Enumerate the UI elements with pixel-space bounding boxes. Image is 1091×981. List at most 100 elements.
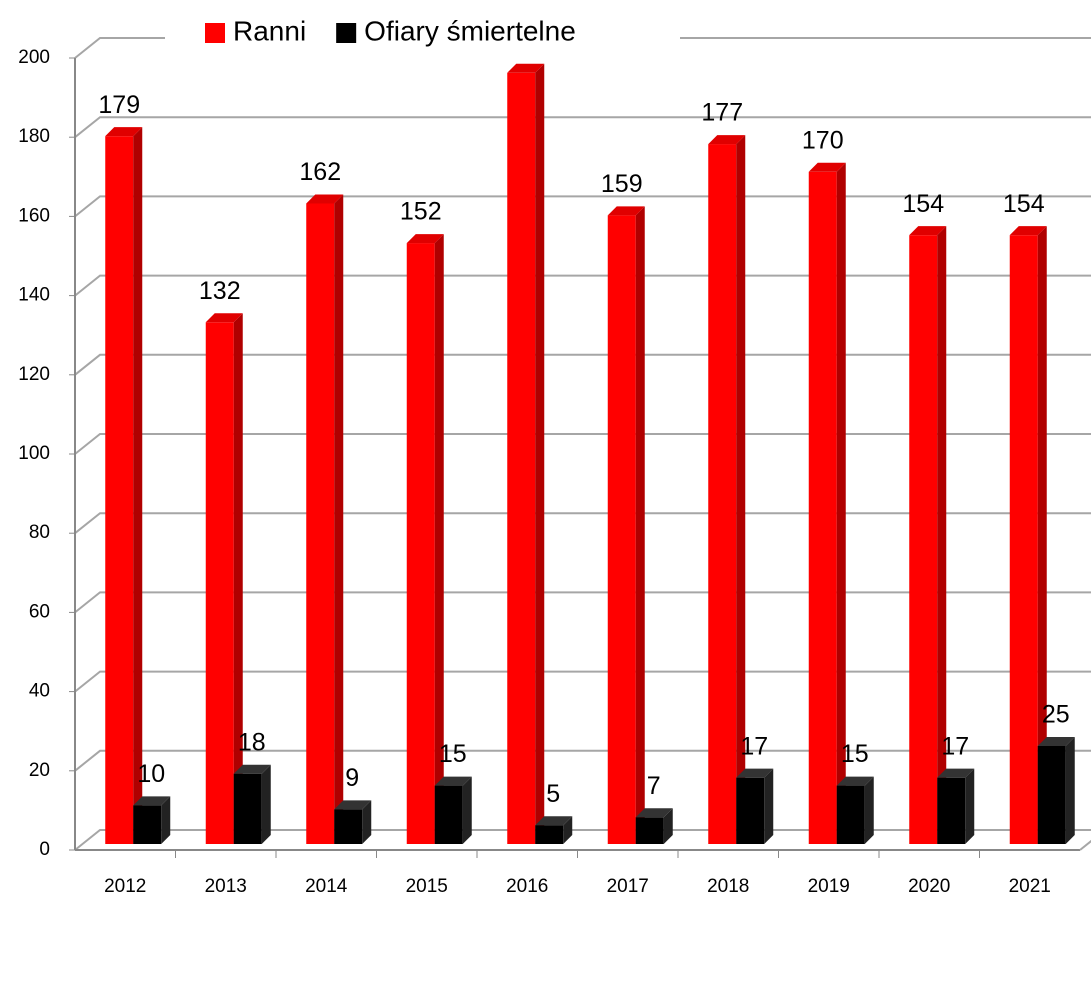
bar-side — [635, 206, 645, 845]
bar-side — [161, 796, 171, 844]
bar-top — [1009, 226, 1047, 236]
bar-side — [736, 135, 746, 844]
y-tick-label: 120 — [18, 364, 50, 385]
data-label: 132 — [199, 277, 241, 305]
bar-side — [362, 800, 372, 844]
bar-side — [1065, 737, 1075, 844]
bar-side — [462, 776, 472, 844]
bar-front — [909, 235, 938, 844]
bar-side — [563, 816, 573, 844]
bar-side — [233, 313, 243, 844]
bar — [808, 162, 846, 845]
x-tick-label: 2017 — [607, 876, 649, 897]
x-tick-label: 2014 — [305, 876, 348, 897]
y-tick-label: 40 — [29, 681, 50, 702]
data-label: 15 — [439, 740, 467, 768]
data-label: 159 — [601, 170, 643, 198]
bar-side — [836, 162, 846, 845]
bar — [133, 796, 171, 844]
bar-side — [334, 194, 344, 845]
grid-line — [74, 670, 1091, 693]
bar-top — [535, 816, 573, 826]
data-label: 5 — [546, 780, 560, 808]
bar-top — [836, 776, 874, 786]
bar-front — [306, 203, 335, 845]
bar-top — [133, 796, 171, 806]
data-label: 170 — [802, 126, 844, 154]
bar — [937, 768, 975, 844]
bar-side — [261, 764, 271, 844]
bar-front — [808, 171, 837, 845]
bar-top — [205, 313, 243, 323]
bar — [406, 234, 444, 844]
bar-top — [306, 194, 344, 204]
y-tick-label: 200 — [18, 47, 50, 68]
bar-side — [937, 226, 947, 844]
grid-line — [74, 433, 1091, 455]
x-tick-label: 2018 — [707, 876, 749, 897]
legend-label: Ofiary śmiertelne — [364, 15, 576, 46]
bar-front — [105, 136, 134, 844]
bar-top — [607, 206, 645, 216]
data-label: 154 — [1003, 190, 1045, 218]
data-label: 152 — [400, 198, 442, 226]
grid-line — [74, 37, 1091, 59]
bar-front — [635, 817, 664, 844]
bar — [736, 768, 774, 844]
bar — [105, 127, 143, 844]
bar — [836, 776, 874, 844]
x-tick-label: 2020 — [908, 876, 950, 897]
bar-side — [1037, 226, 1047, 844]
bar-front — [507, 72, 536, 845]
grid-line — [74, 274, 1091, 297]
legend-label: Ranni — [233, 15, 306, 46]
floor-right — [1079, 839, 1091, 851]
bar-top — [635, 808, 673, 818]
bar — [1009, 226, 1047, 844]
y-tick-label: 20 — [29, 760, 50, 781]
bar-side — [535, 63, 545, 845]
bar-front — [535, 825, 564, 844]
bar-top — [233, 764, 271, 774]
legend-swatch — [205, 23, 225, 43]
bar-top — [334, 800, 372, 810]
y-tick-label: 0 — [39, 839, 50, 860]
bar — [635, 808, 673, 844]
bar-side — [663, 808, 673, 844]
data-label: 179 — [98, 91, 140, 119]
bar-side — [965, 768, 975, 844]
y-tick-label: 140 — [18, 285, 50, 306]
grid-line — [74, 195, 1091, 218]
bar-top — [1037, 737, 1075, 746]
x-tick-label: 2019 — [808, 876, 850, 897]
grid-line — [74, 591, 1091, 614]
bar-front — [736, 777, 765, 844]
bar — [306, 194, 344, 845]
bar — [507, 63, 545, 845]
data-label: 7 — [647, 772, 661, 800]
x-tick-label: 2015 — [406, 876, 448, 897]
data-label: 17 — [941, 732, 969, 760]
grid-line — [74, 116, 1091, 138]
bar-front — [334, 809, 363, 844]
bar — [334, 800, 372, 844]
data-label: 154 — [902, 190, 944, 218]
y-tick-label: 60 — [29, 601, 50, 622]
bar-top — [909, 226, 947, 236]
data-label: 177 — [701, 99, 743, 127]
grid-line — [74, 749, 1091, 772]
bar-side — [864, 776, 874, 844]
bar-front — [708, 144, 737, 844]
grid-line — [74, 512, 1091, 534]
bar-front — [1037, 746, 1066, 844]
grid-line — [74, 353, 1091, 376]
bar-front — [233, 773, 262, 844]
x-tick-label: 2021 — [1009, 876, 1051, 897]
data-label: 10 — [137, 760, 165, 788]
bar-front — [406, 243, 435, 844]
y-tick-label: 160 — [18, 205, 50, 226]
y-tick-label: 180 — [18, 126, 50, 147]
data-label: 162 — [299, 158, 341, 186]
x-tick-label: 2012 — [104, 876, 146, 897]
